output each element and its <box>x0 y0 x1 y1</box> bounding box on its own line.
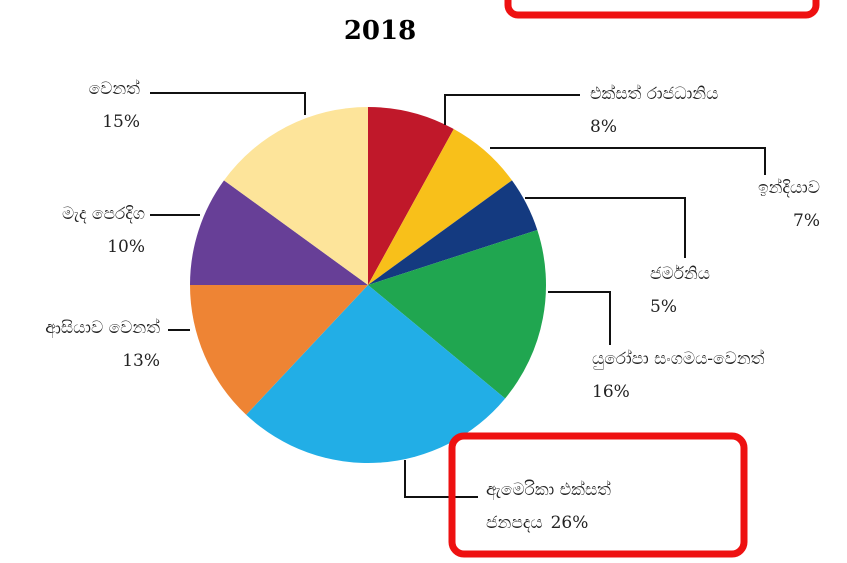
data-label: ඇමෙරිකා එක්සත් ජනපදය 26% <box>486 474 696 540</box>
value-label: 16% <box>592 382 630 402</box>
leader-line <box>404 460 478 498</box>
leader-line <box>548 291 611 345</box>
category-label: වෙනත් <box>88 79 140 99</box>
highlight-box <box>504 0 820 19</box>
pie-slice <box>368 129 513 285</box>
leader-line <box>525 197 686 258</box>
value-label: 13% <box>122 351 160 371</box>
pie-slice <box>190 180 368 285</box>
value-label: 5% <box>650 297 677 317</box>
category-label: ඉන්දියාව <box>757 178 820 198</box>
pie-slice <box>368 229 546 399</box>
category-label: ජර්මනිය <box>650 264 711 284</box>
value-label: 10% <box>107 237 145 257</box>
pie-slice <box>246 285 506 463</box>
pie-slice <box>190 285 368 415</box>
pie-slice <box>223 106 368 285</box>
leader-line <box>490 147 766 175</box>
value-label: 7% <box>793 211 820 231</box>
value-label: 8% <box>590 117 617 137</box>
category-label: ඇමෙරිකා එක්සත් ජනපදය <box>486 480 611 533</box>
chart-title: 2018 <box>344 16 416 46</box>
value-label: 26% <box>550 513 589 533</box>
data-label: මැද පෙරදිග 10% <box>5 198 145 264</box>
category-label: මැද පෙරදිග <box>62 204 145 224</box>
category-label: යුරෝපා සංගමය-වෙනත් <box>592 349 765 369</box>
leader-line <box>150 92 306 115</box>
leader-line <box>444 94 580 125</box>
pie-slice <box>368 180 538 285</box>
category-label: ආසියාව වෙනත් <box>45 318 160 338</box>
data-label: ඉන්දියාව 7% <box>690 172 820 238</box>
data-label: ආසියාව වෙනත් 13% <box>30 312 160 378</box>
highlight-box <box>448 432 748 558</box>
data-label: වෙනත් 15% <box>5 73 140 139</box>
data-label: යුරෝපා සංගමය-වෙනත් 16% <box>592 343 782 409</box>
data-label: ජර්මනිය 5% <box>650 258 770 324</box>
value-label: 15% <box>102 112 140 132</box>
data-label: එක්සත් රාජධානිය 8% <box>590 78 820 144</box>
category-label: එක්සත් රාජධානිය <box>590 84 719 104</box>
pie-slice <box>368 107 454 285</box>
